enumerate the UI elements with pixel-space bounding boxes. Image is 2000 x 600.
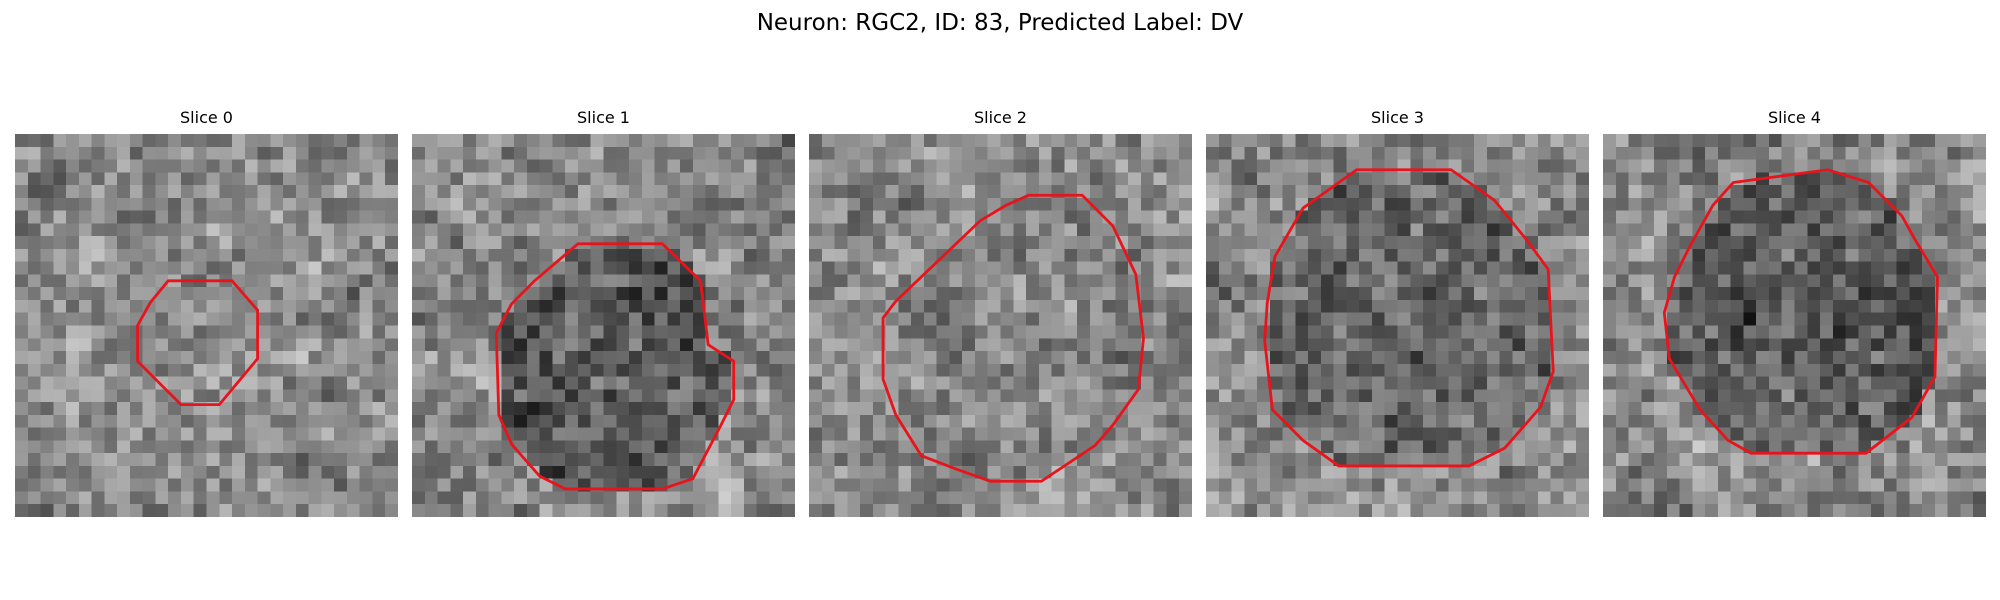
slice-title-2: Slice 2: [974, 108, 1027, 127]
figure-title: Neuron: RGC2, ID: 83, Predicted Label: D…: [756, 10, 1244, 36]
slice-title-4: Slice 4: [1768, 108, 1821, 127]
slice-panel-4: Slice 4: [1603, 108, 1986, 517]
slice-title-1: Slice 1: [577, 108, 630, 127]
pixel-grid-0: [15, 134, 398, 517]
slice-image-4: [1603, 134, 1986, 517]
slice-title-3: Slice 3: [1371, 108, 1424, 127]
cell-outline-1: [494, 242, 736, 491]
slice-title-0: Slice 0: [180, 108, 233, 127]
slice-panel-1: Slice 1: [412, 108, 795, 517]
cell-outline-3: [1263, 168, 1555, 468]
slice-panel-3: Slice 3: [1206, 108, 1589, 517]
pixel-grid-2: [809, 134, 1192, 517]
pixel-grid-3: [1206, 134, 1589, 517]
pixel-grid-1: [412, 134, 795, 517]
slice-panel-2: Slice 2: [809, 108, 1192, 517]
slice-image-1: [412, 134, 795, 517]
pixel-grid-4: [1603, 134, 1986, 517]
cell-outline-0: [136, 279, 259, 407]
slice-image-2: [809, 134, 1192, 517]
slice-image-3: [1206, 134, 1589, 517]
cell-outline-2: [881, 193, 1145, 483]
slice-panel-0: Slice 0: [15, 108, 398, 517]
slice-image-0: [15, 134, 398, 517]
cell-outline-4: [1662, 168, 1939, 455]
